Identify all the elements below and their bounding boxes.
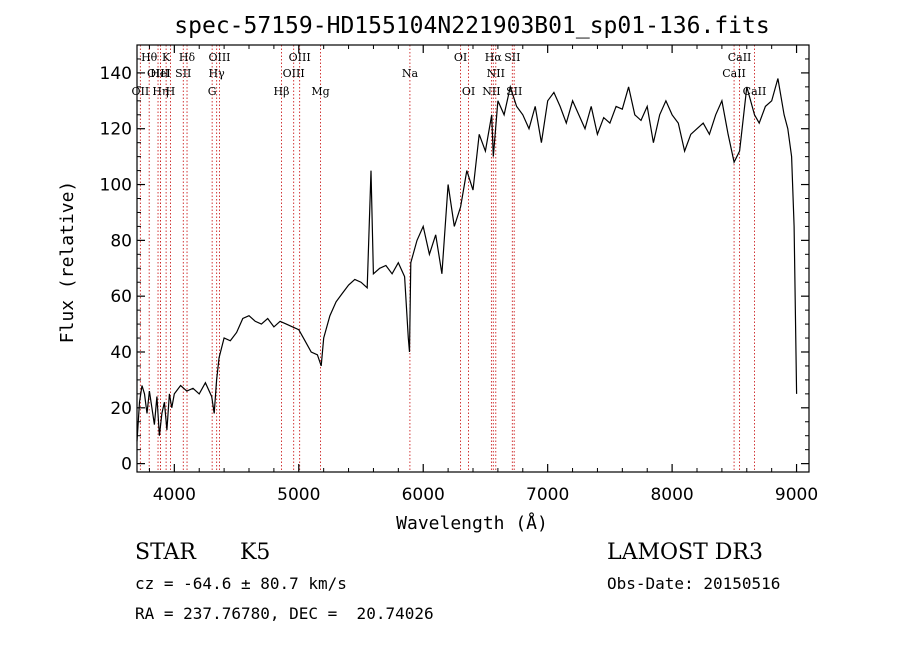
annotation-label: NII bbox=[487, 67, 505, 80]
annotation-label: Mg bbox=[311, 85, 329, 98]
annotation-label: NII bbox=[482, 85, 500, 98]
redshift-cz: cz = -64.6 ± 80.7 km/s bbox=[135, 574, 347, 593]
annotation-label: Hγ bbox=[209, 67, 226, 80]
annotation-label: SII bbox=[504, 51, 520, 64]
y-axis-ticks: 0 20 40 60 80 100 120 140 bbox=[100, 58, 809, 475]
chart-title: spec-57159-HD155104N221903B01_sp01-136.f… bbox=[174, 13, 769, 39]
x-tick-label: 9000 bbox=[775, 485, 818, 505]
y-tick-label: 100 bbox=[100, 176, 132, 196]
annotation-label: Hθ bbox=[141, 51, 158, 64]
annotation-label: Hη bbox=[152, 85, 168, 98]
annotation-label: CaII bbox=[728, 51, 752, 64]
x-axis-ticks: 4000 5000 6000 7000 8000 9000 bbox=[148, 45, 818, 505]
annotation-label: G bbox=[208, 85, 217, 98]
annotation-label: Hβ bbox=[274, 85, 290, 98]
y-tick-label: 60 bbox=[110, 287, 132, 307]
annotation-label: Hα bbox=[485, 51, 503, 64]
x-tick-label: 8000 bbox=[650, 485, 693, 505]
plot-frame bbox=[136, 44, 810, 473]
annotation-label: OIII bbox=[208, 51, 230, 64]
annotation-label: OI bbox=[462, 85, 475, 98]
annotation-label: OII bbox=[132, 85, 150, 98]
annotation-label: SII bbox=[175, 67, 191, 80]
annotation-label: CaII bbox=[722, 67, 746, 80]
annotation-label: Hδ bbox=[179, 51, 196, 64]
annotation-label: OI bbox=[454, 51, 467, 64]
annotation-label: OIII bbox=[283, 67, 305, 80]
observation-date: Obs-Date: 20150516 bbox=[607, 574, 781, 593]
y-tick-label: 140 bbox=[100, 64, 132, 84]
spectrum-series-line bbox=[136, 78, 798, 442]
y-axis-label: Flux (relative) bbox=[57, 181, 78, 344]
annotation-label: H bbox=[166, 85, 176, 98]
x-tick-label: 5000 bbox=[277, 485, 320, 505]
x-axis-label: Wavelength (Å) bbox=[396, 512, 548, 534]
object-subclass: K5 bbox=[240, 540, 271, 565]
x-tick-label: 7000 bbox=[526, 485, 569, 505]
y-tick-label: 120 bbox=[100, 120, 132, 140]
y-tick-label: 40 bbox=[110, 343, 132, 363]
annotation-label: Na bbox=[402, 67, 419, 80]
survey-name: LAMOST DR3 bbox=[607, 540, 763, 565]
annotation-label: OIII bbox=[289, 51, 311, 64]
y-tick-label: 80 bbox=[110, 231, 132, 251]
y-tick-label: 0 bbox=[121, 455, 132, 475]
line-markers bbox=[139, 45, 755, 472]
line-annotations: OII Hθ OIII Hη HeI K H SII Hδ G Hγ OIII Hβ OIII OIII Mg… bbox=[132, 51, 767, 98]
annotation-label: OIII bbox=[147, 67, 169, 80]
y-tick-label: 20 bbox=[110, 399, 132, 419]
annotation-label: K bbox=[162, 51, 171, 64]
annotation-label: HeI bbox=[150, 67, 170, 80]
object-class: STAR bbox=[135, 540, 196, 565]
x-tick-label: 4000 bbox=[153, 485, 196, 505]
x-tick-label: 6000 bbox=[402, 485, 445, 505]
coordinates: RA = 237.76780, DEC = 20.74026 bbox=[135, 604, 434, 623]
